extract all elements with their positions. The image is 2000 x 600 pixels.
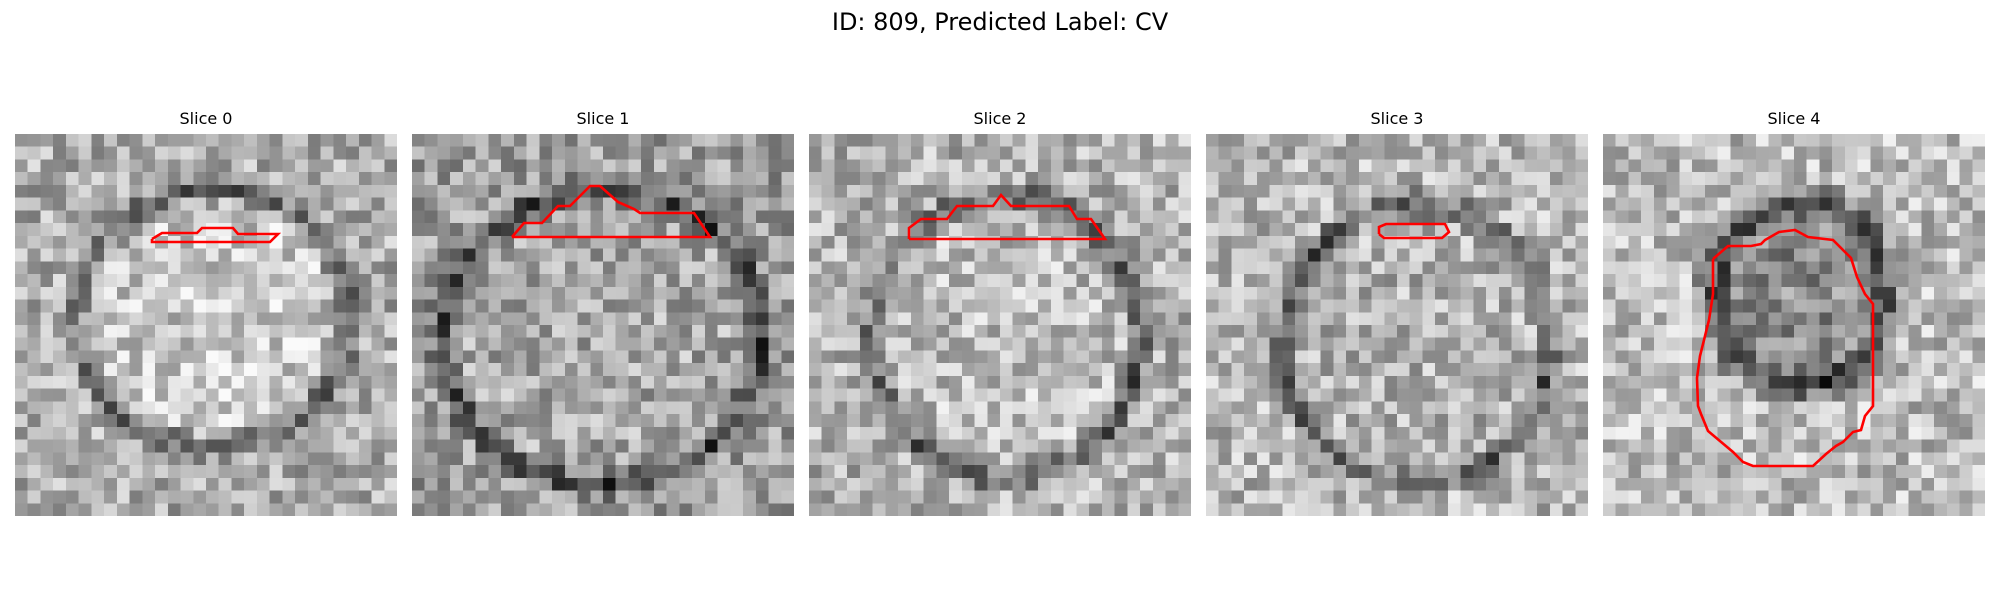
slice-pixels [1206,134,1588,516]
slice-image-panel-3 [1206,134,1588,516]
red-contour [511,184,713,239]
slice-title-4: Slice 4 [1767,109,1821,128]
red-contour [1377,222,1451,240]
red-contour [150,226,282,244]
slice-title-1: Slice 1 [576,109,630,128]
slice-image-panel-1 [412,134,794,516]
slice-image-panel-2 [809,134,1191,516]
slice-image-panel-0 [15,134,397,516]
slice-title-2: Slice 2 [973,109,1027,128]
slice-title-0: Slice 0 [179,109,233,128]
slice-pixels [809,134,1191,516]
red-contour [907,192,1108,241]
slice-image-panel-4 [1603,134,1985,516]
slice-pixels [412,134,794,516]
slice-pixels [15,134,397,516]
slice-title-3: Slice 3 [1370,109,1424,128]
slice-pixels [1603,134,1985,516]
figure-title: ID: 809, Predicted Label: CV [831,8,1169,36]
red-contour [1695,228,1875,468]
